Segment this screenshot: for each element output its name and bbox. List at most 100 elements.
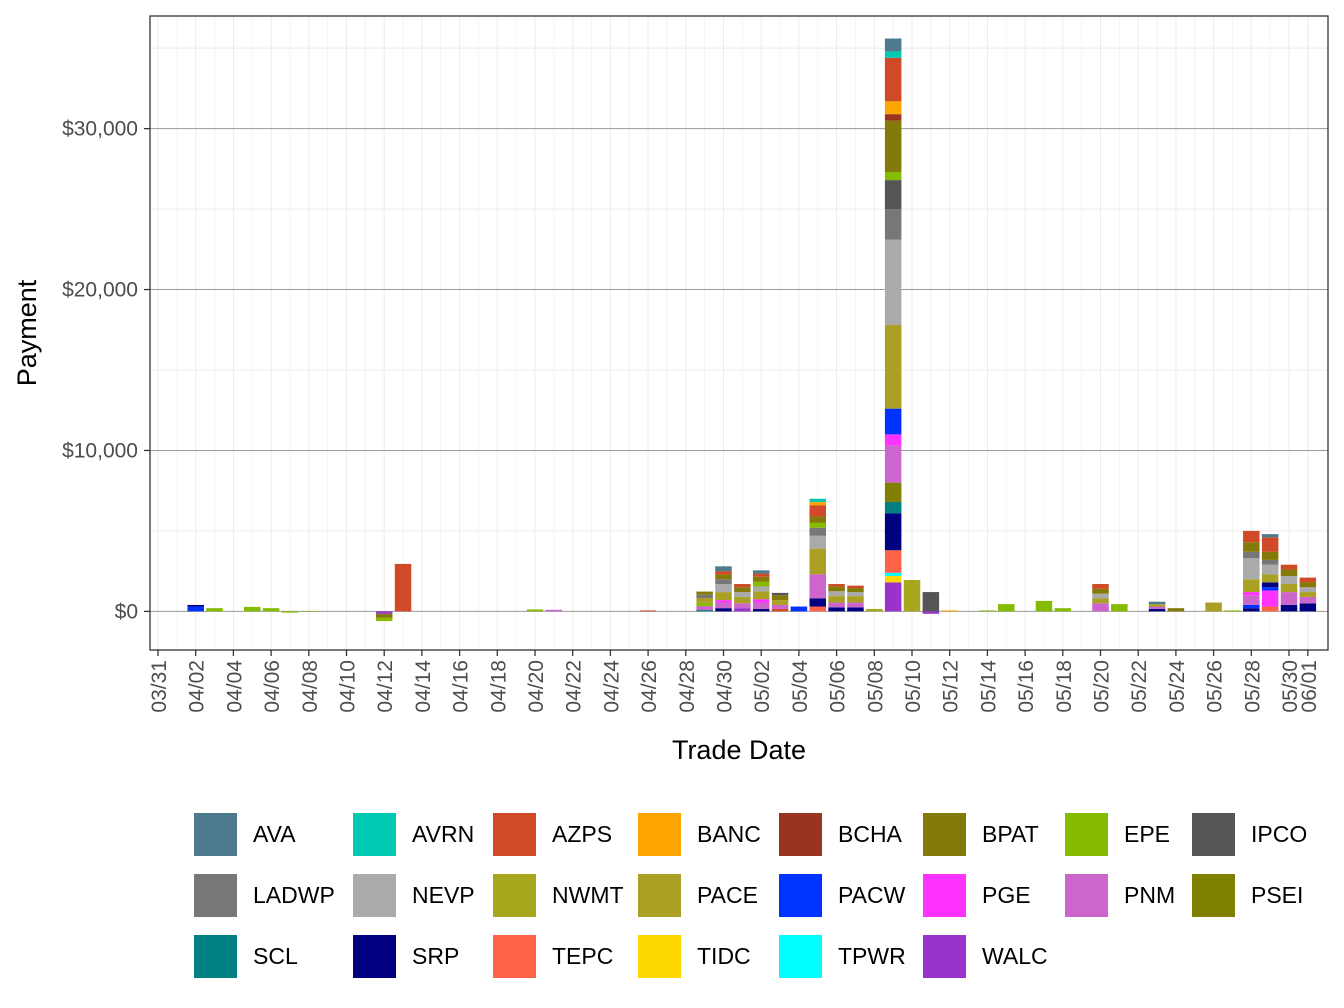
x-tick-label: 05/02 [751,660,774,713]
legend-swatch [194,873,237,917]
legend-item-ava: AVA [194,812,296,856]
bar-segment-pge [752,599,770,603]
legend-swatch [923,873,966,917]
x-tick-label: 04/10 [337,660,360,713]
bar-segment-nevp [1243,558,1260,580]
legend-swatch [638,812,681,856]
x-tick-label: 04/22 [563,660,586,713]
bar-segment-azps [1243,530,1260,543]
major-grid [150,128,1328,612]
bar-segment-pace [1261,574,1279,583]
bar-segment-epe [696,602,713,607]
bar-segment-pnm [809,574,826,599]
bar-segment-pacw [884,408,902,435]
legend-item-tepc: TEPC [493,934,613,978]
legend-swatch [194,934,237,978]
legend-swatch [779,873,822,917]
bar-segment-banc [884,101,902,115]
x-tick-label: 05/04 [789,660,812,713]
bar-segment-bpat [771,595,789,601]
bar-segment-ava [1148,601,1166,605]
bar-segment-azps [394,563,412,612]
x-tick-label: 04/28 [676,660,699,713]
bar-segment-nevp [1280,575,1298,585]
legend-label: BCHA [838,820,902,847]
legend-item-scl: SCL [194,934,298,978]
bar-segment-nevp [715,584,732,593]
bar-segment-srp [1148,608,1166,612]
bar-segment-nevp [884,239,902,325]
bar-segment-pnm [884,445,902,483]
legend-swatch [638,934,681,978]
bar-segment-srp [828,607,845,612]
bar-segment-azps [847,585,864,589]
x-axis-title: Trade Date [672,735,806,765]
bar-segment-ava [884,38,902,52]
legend-label: NEVP [412,881,475,908]
bar-segment-pnm [1243,595,1260,605]
bar-segment-pace [696,598,713,603]
legend-item-ipco: IPCO [1192,812,1307,856]
bar-segment-epe [1111,604,1128,612]
bar-segment-pacw [1261,587,1279,591]
legend-item-azps: AZPS [493,812,612,856]
bar-segment-pge [1261,590,1279,607]
bar-segment-nevp [1092,593,1109,599]
bar-segment-epe [244,606,261,612]
x-tick-label: 03/31 [148,660,171,713]
bar-segment-bpat [1243,542,1260,552]
x-tick-label: 04/02 [186,660,209,713]
bar-segment-bpat [1167,608,1185,612]
bar-segment-pace [828,596,845,603]
bar-segment-pace [1205,602,1222,612]
bar-segment-ipco [922,592,940,612]
bar-segment-azps [1092,584,1109,589]
bar-segment-scl [696,610,713,612]
bar-segment-psei [884,482,902,502]
bar-segment-bcha [884,114,902,121]
bar-segment-pnm [1299,596,1317,604]
bar-segment-pace [771,600,789,605]
bar-segment-pnm [847,602,864,608]
legend-swatch [779,812,822,856]
bar-segment-pace [734,596,751,604]
bar-segment-epe [1224,610,1241,612]
bar-segment-azps [828,584,845,587]
bar-segment-avrn [809,498,826,502]
bar-segment-ava [715,566,732,572]
legend-label: TPWR [838,942,906,969]
legend-label: PGE [982,881,1031,908]
bar-segment-srp [1261,582,1279,588]
bar-segment-tepc [809,606,826,612]
legend-label: AZPS [552,820,613,847]
legend-label: WALC [982,942,1048,969]
bar-segment-nevp [828,591,845,597]
bar-segment-pace [884,324,902,409]
bar-segment-epe [1054,608,1072,612]
bar-segment-srp [752,608,770,612]
bar-segment-srp [809,598,826,607]
bar-segment-srp [715,608,732,612]
bar-segment-epe [300,611,318,612]
bar-segment-ladwp [1261,559,1279,565]
bar-segment-bpat [752,576,770,582]
bar-segment-azps [715,571,732,575]
legend-item-avrn: AVRN [353,812,474,856]
bar-segment-bpat [1280,569,1298,576]
x-tick-label: 04/04 [223,660,246,713]
legend-label: TEPC [552,942,614,969]
legend-item-pnm: PNM [1065,873,1175,917]
legend-item-nwmt: NWMT [493,873,624,917]
legend-item-banc: BANC [638,812,761,856]
bar-segment-bpat [828,586,845,592]
legend-label: AVRN [412,820,475,847]
bar-segment-epe [526,609,544,612]
x-tick-label: 05/18 [1053,660,1076,713]
bar-segment-ava [1261,534,1279,538]
bar-segment-pace [1092,598,1109,604]
legend-swatch [353,934,396,978]
bar-segment-ipco [771,592,789,596]
y-tick-label: $10,000 [62,439,138,462]
bar-segment-walc [734,608,751,612]
bar-segment-pnm [1092,603,1109,612]
